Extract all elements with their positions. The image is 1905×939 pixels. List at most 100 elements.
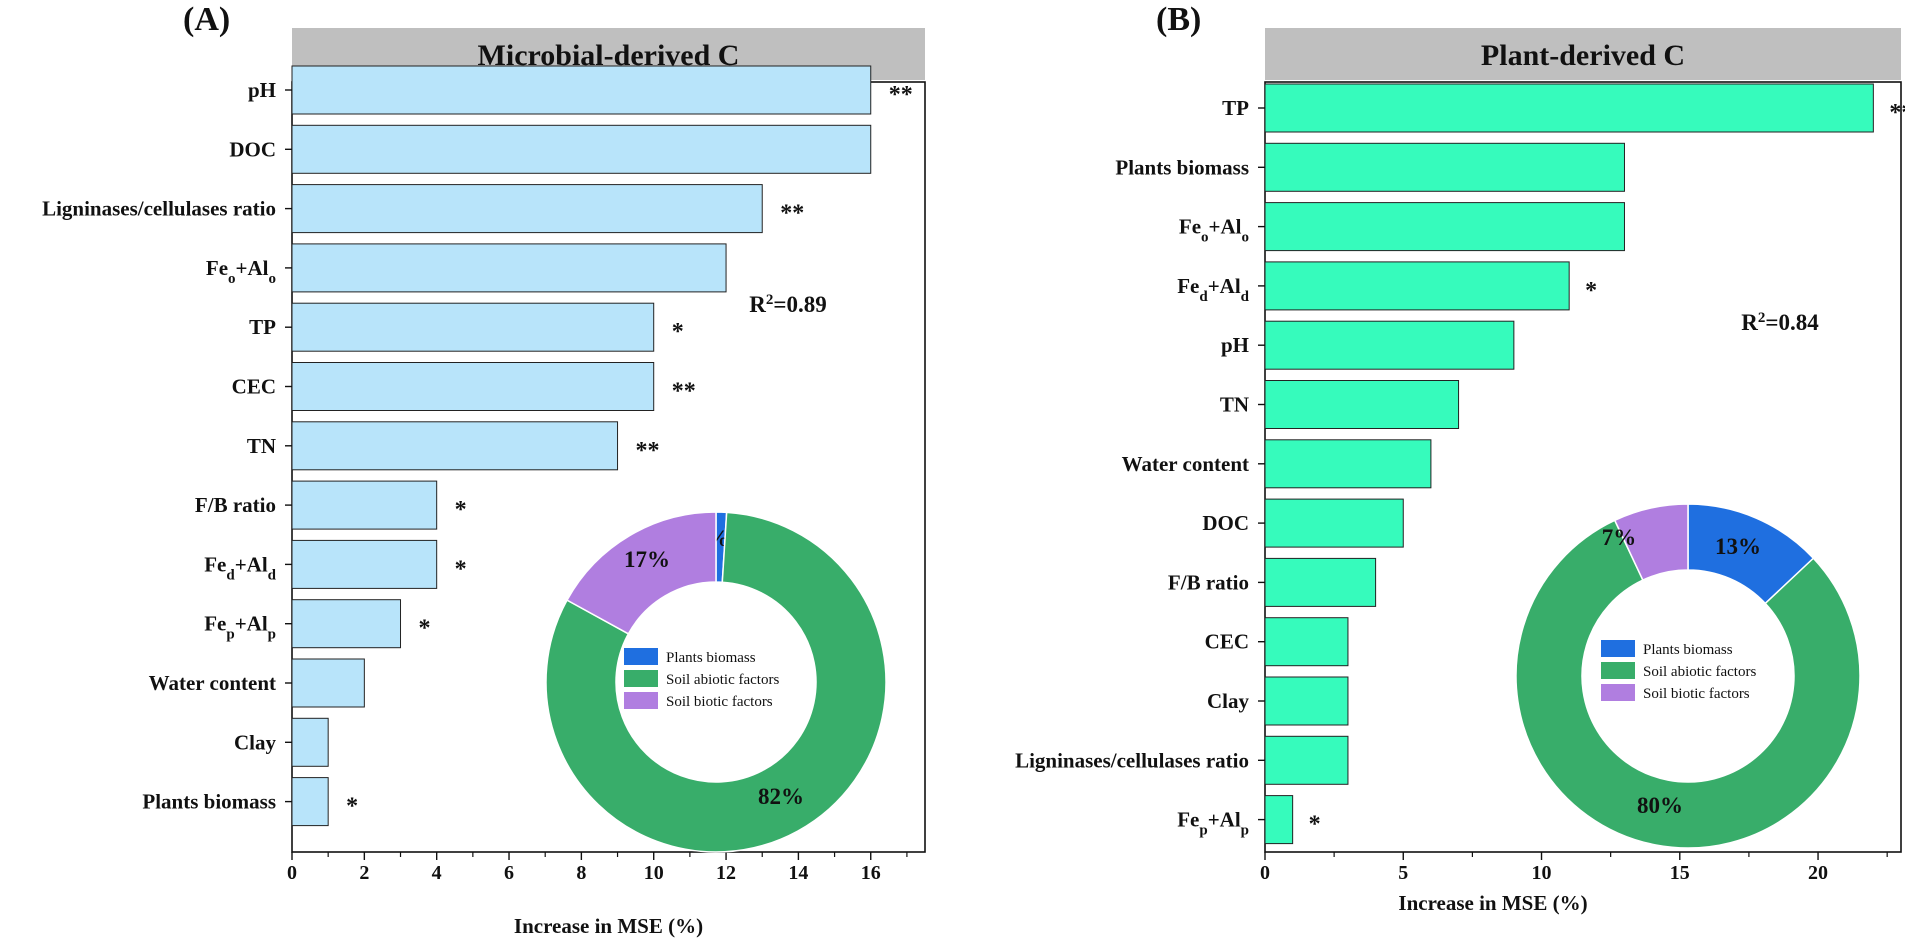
legend-entry: Plants biomass xyxy=(666,650,756,666)
donut-slice-label: 80% xyxy=(1637,793,1683,818)
donut-slice-label: 82% xyxy=(758,784,804,809)
category-label: TP xyxy=(249,315,276,339)
x-tick-label: 8 xyxy=(576,862,586,884)
x-tick-label: 12 xyxy=(716,862,736,884)
bar xyxy=(291,184,763,234)
category-label: TN xyxy=(1220,393,1249,417)
legend-entry: Soil abiotic factors xyxy=(1643,664,1756,680)
bar xyxy=(1264,380,1460,429)
bar xyxy=(291,65,872,115)
bar xyxy=(291,421,619,471)
r-squared-label: R2=0.89 xyxy=(749,292,826,317)
bar xyxy=(291,480,438,530)
bar xyxy=(291,243,727,293)
category-label: Plants biomass xyxy=(142,790,276,814)
x-tick-label: 0 xyxy=(1260,862,1270,884)
category-label: DOC xyxy=(229,137,276,161)
bar xyxy=(1264,202,1625,252)
panel-label: (A) xyxy=(183,1,230,38)
significance-label: * xyxy=(419,616,431,642)
significance-label: ** xyxy=(889,82,913,108)
category-label: F/B ratio xyxy=(1168,570,1249,594)
significance-label: * xyxy=(1585,278,1597,304)
category-label: Feo+Alo xyxy=(1179,215,1249,246)
bar xyxy=(1264,142,1625,192)
bar xyxy=(291,539,438,589)
category-label: Ligninases/cellulases ratio xyxy=(1015,748,1249,772)
significance-label: ** xyxy=(636,438,660,464)
category-label: Fed+Ald xyxy=(204,552,276,583)
x-tick-label: 2 xyxy=(359,862,369,884)
category-label: Fep+Alp xyxy=(1177,808,1249,839)
category-label: DOC xyxy=(1202,511,1249,535)
legend-entry: Plants biomass xyxy=(1643,642,1733,658)
category-label: Water content xyxy=(149,671,276,695)
bar xyxy=(1264,557,1377,607)
significance-label: * xyxy=(346,794,358,820)
category-label: pH xyxy=(1221,333,1249,357)
legend-swatch xyxy=(1601,662,1635,679)
bar xyxy=(291,599,402,649)
category-label: Fep+Alp xyxy=(204,612,276,643)
x-tick-label: 20 xyxy=(1808,862,1828,884)
category-label: Feo+Alo xyxy=(206,256,276,287)
r-squared-label: R2=0.84 xyxy=(1741,310,1819,335)
x-tick-label: 14 xyxy=(788,862,808,884)
bar xyxy=(291,717,329,767)
donut-slice-label: 7% xyxy=(1602,525,1637,550)
bar xyxy=(1264,261,1570,311)
legend-swatch xyxy=(1601,640,1635,657)
bar xyxy=(1264,439,1432,489)
x-axis-title: Increase in MSE (%) xyxy=(1398,891,1587,915)
category-label: Clay xyxy=(1207,689,1250,713)
x-tick-label: 0 xyxy=(287,862,297,884)
category-label: CEC xyxy=(232,375,276,399)
bar xyxy=(1264,320,1515,370)
significance-label: ** xyxy=(780,201,804,227)
category-label: Plants biomass xyxy=(1115,155,1249,179)
donut-slice-label: 17% xyxy=(624,547,670,572)
significance-label: * xyxy=(455,497,467,523)
x-tick-label: 5 xyxy=(1398,862,1408,884)
category-label: Fed+Ald xyxy=(1177,274,1249,305)
x-tick-label: 4 xyxy=(432,862,442,884)
title-strip xyxy=(1265,28,1901,80)
category-label: Ligninases/cellulases ratio xyxy=(42,197,276,221)
significance-label: * xyxy=(672,319,684,345)
bar xyxy=(1264,498,1404,548)
panel-b: (B)Plant-derived CTP**Plants biomassFeo+… xyxy=(1015,1,1905,915)
x-tick-label: 16 xyxy=(861,862,881,884)
category-label: F/B ratio xyxy=(195,493,276,517)
legend-entry: Soil biotic factors xyxy=(1643,686,1750,702)
panel-label: (B) xyxy=(1156,1,1201,38)
x-tick-label: 10 xyxy=(644,862,664,884)
bar xyxy=(1264,735,1349,785)
x-axis-title: Increase in MSE (%) xyxy=(514,914,703,938)
category-label: TN xyxy=(247,434,276,458)
category-label: CEC xyxy=(1205,630,1249,654)
significance-label: * xyxy=(1309,812,1321,838)
x-tick-label: 15 xyxy=(1670,862,1690,884)
significance-label: ** xyxy=(672,379,696,405)
donut-slice-label: 13% xyxy=(1715,534,1761,559)
bar xyxy=(291,124,872,174)
bar xyxy=(291,658,365,708)
significance-label: * xyxy=(455,556,467,582)
panel-a: (A)Microbial-derived CpH **DOCLigninases/… xyxy=(42,1,926,938)
bar xyxy=(1264,83,1874,133)
donut-slice xyxy=(1613,503,1689,582)
donut-slice xyxy=(545,511,887,853)
category-label: Clay xyxy=(234,730,277,754)
x-tick-label: 6 xyxy=(504,862,514,884)
bar xyxy=(291,362,655,411)
legend-swatch xyxy=(1601,684,1635,701)
bar xyxy=(291,777,329,827)
bar xyxy=(1264,617,1349,667)
donut-slice xyxy=(1515,519,1861,849)
category-label: Water content xyxy=(1122,452,1249,476)
donut-slice xyxy=(566,511,717,635)
category-label: pH xyxy=(248,78,276,102)
bar xyxy=(1264,676,1349,726)
chart-title: Plant-derived C xyxy=(1481,39,1685,72)
